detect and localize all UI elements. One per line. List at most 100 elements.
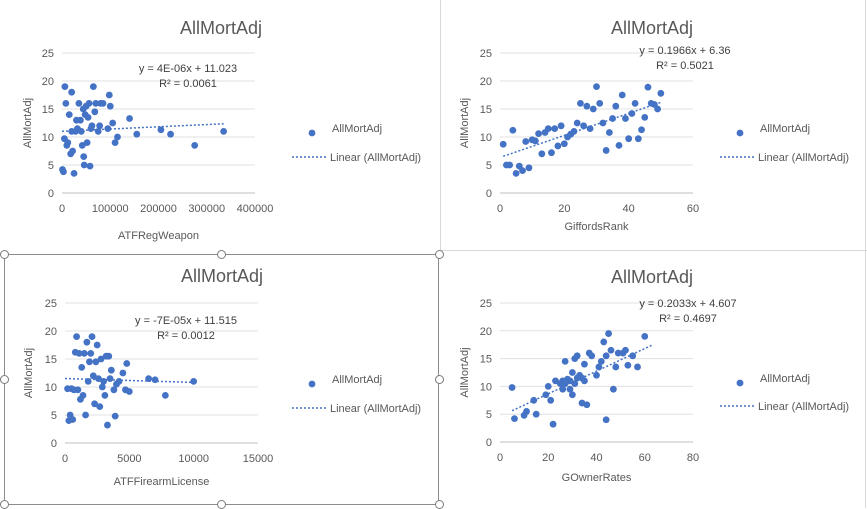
data-point bbox=[602, 147, 610, 154]
y-tick-label: 25 bbox=[42, 48, 54, 60]
data-point bbox=[612, 363, 620, 371]
data-point bbox=[92, 100, 100, 107]
data-point bbox=[532, 410, 540, 418]
chart-giffordsrank[interactable]: AllMortAdj 0 5 10 15 20 25 0 20 40 60 GiffordsRank A… bbox=[441, 0, 865, 250]
y-tick-label: 25 bbox=[480, 48, 492, 60]
data-point bbox=[509, 126, 517, 134]
x-tick-label: 15000 bbox=[243, 453, 274, 465]
data-point bbox=[588, 352, 596, 360]
legend-label-series: AllMortAdj bbox=[760, 123, 810, 135]
data-point bbox=[87, 350, 95, 357]
data-point bbox=[557, 122, 565, 130]
y-tick-label: 20 bbox=[480, 326, 492, 338]
data-point bbox=[547, 396, 555, 404]
data-point bbox=[641, 332, 649, 340]
data-point bbox=[506, 161, 514, 169]
data-point bbox=[531, 137, 539, 145]
chart-svg: AllMortAdj 0 5 10 15 20 25 0 100000 200000 300000 4… bbox=[22, 18, 421, 242]
data-point bbox=[615, 142, 623, 149]
data-point bbox=[618, 91, 626, 99]
resize-handle-middle-right[interactable] bbox=[435, 375, 444, 384]
chart-atffirearmlicense[interactable]: AllMortAdj 0 5 10 15 20 25 0 5000 10000 15000 ATFFi… bbox=[4, 254, 439, 505]
data-point bbox=[86, 358, 93, 366]
data-point bbox=[631, 100, 639, 107]
data-point bbox=[535, 130, 542, 138]
data-point bbox=[599, 119, 607, 127]
data-point bbox=[91, 108, 99, 116]
chart-svg: AllMortAdj 0 5 10 15 20 25 0 5000 10000 15000 ATFFi… bbox=[23, 266, 421, 488]
data-point bbox=[69, 147, 77, 155]
x-axis-label: ATFFirearmLicense bbox=[114, 476, 210, 488]
data-point bbox=[77, 127, 85, 135]
data-point bbox=[641, 114, 649, 121]
legend-label-series: AllMortAdj bbox=[760, 373, 810, 385]
trendline-equation: y = 0.1966x + 6.36 bbox=[639, 45, 730, 57]
data-point bbox=[593, 83, 600, 90]
data-point bbox=[577, 100, 584, 107]
x-tick-label: 5000 bbox=[117, 453, 141, 465]
data-point bbox=[106, 102, 114, 110]
data-point bbox=[581, 360, 588, 368]
chart-gownerrates[interactable]: AllMortAdj 0 5 10 15 20 25 0 20 40 60 80 GOwnerRates… bbox=[441, 251, 865, 508]
y-axis-label: AllMortAdj bbox=[22, 98, 34, 148]
data-point bbox=[566, 385, 574, 393]
legend-label-trendline: Linear (AllMortAdj) bbox=[758, 152, 849, 164]
data-point bbox=[568, 391, 576, 399]
data-point bbox=[568, 369, 576, 376]
vertical-divider bbox=[440, 0, 441, 250]
data-point bbox=[157, 126, 165, 134]
data-point bbox=[657, 89, 665, 97]
data-point bbox=[625, 135, 633, 143]
chart-atfregweapon[interactable]: AllMortAdj 0 5 10 15 20 25 0 100000 200000 300000 4… bbox=[0, 0, 440, 250]
data-point bbox=[508, 384, 516, 391]
data-point bbox=[609, 115, 616, 122]
legend-label-series: AllMortAdj bbox=[332, 374, 382, 386]
data-point bbox=[538, 150, 546, 158]
data-point bbox=[83, 338, 91, 346]
trendline-r-squared: R² = 0.0061 bbox=[159, 78, 217, 90]
data-point bbox=[60, 168, 67, 176]
data-point bbox=[119, 369, 127, 377]
data-point bbox=[654, 105, 662, 113]
x-tick-label: 0 bbox=[62, 453, 68, 465]
data-point bbox=[84, 378, 92, 385]
data-point bbox=[571, 380, 579, 388]
y-tick-label: 0 bbox=[486, 437, 492, 449]
data-point bbox=[115, 378, 123, 385]
chart-svg: AllMortAdj 0 5 10 15 20 25 0 20 40 60 GiffordsRank A… bbox=[459, 18, 849, 233]
data-point bbox=[73, 333, 80, 340]
data-point bbox=[100, 378, 107, 385]
data-point bbox=[125, 388, 133, 395]
legend-label-trendline: Linear (AllMortAdj) bbox=[330, 152, 421, 164]
data-point bbox=[84, 114, 92, 121]
y-tick-label: 5 bbox=[51, 410, 57, 422]
data-point bbox=[605, 129, 613, 136]
data-point bbox=[62, 100, 70, 107]
data-point bbox=[596, 100, 604, 107]
y-tick-label: 0 bbox=[48, 188, 54, 200]
data-point bbox=[220, 127, 228, 135]
data-point bbox=[79, 392, 87, 399]
y-tick-label: 20 bbox=[45, 326, 57, 338]
data-point bbox=[89, 83, 97, 90]
resize-handle-top-right[interactable] bbox=[435, 250, 444, 259]
data-point bbox=[107, 366, 115, 374]
y-tick-label: 5 bbox=[486, 160, 492, 172]
y-tick-label: 25 bbox=[45, 298, 57, 310]
y-tick-label: 10 bbox=[480, 132, 492, 144]
data-point bbox=[607, 346, 615, 354]
x-axis-label: ATFRegWeapon bbox=[118, 230, 199, 242]
x-tick-label: 200000 bbox=[140, 203, 177, 215]
data-point bbox=[104, 125, 112, 132]
y-axis-label: AllMortAdj bbox=[23, 348, 35, 398]
x-axis-label: GOwnerRates bbox=[562, 472, 632, 484]
data-point bbox=[68, 88, 76, 96]
resize-handle-top-middle[interactable] bbox=[217, 250, 226, 259]
resize-handle-middle-left[interactable] bbox=[0, 375, 9, 384]
data-point bbox=[88, 122, 96, 130]
x-tick-label: 100000 bbox=[92, 203, 129, 215]
data-point bbox=[69, 416, 77, 423]
legend-label-trendline: Linear (AllMortAdj) bbox=[758, 401, 849, 413]
resize-handle-top-left[interactable] bbox=[0, 250, 9, 259]
data-point bbox=[111, 139, 119, 147]
